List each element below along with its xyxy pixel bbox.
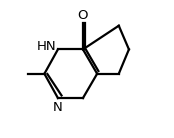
Text: HN: HN <box>36 40 56 53</box>
Text: O: O <box>78 9 88 22</box>
Text: N: N <box>53 101 63 114</box>
